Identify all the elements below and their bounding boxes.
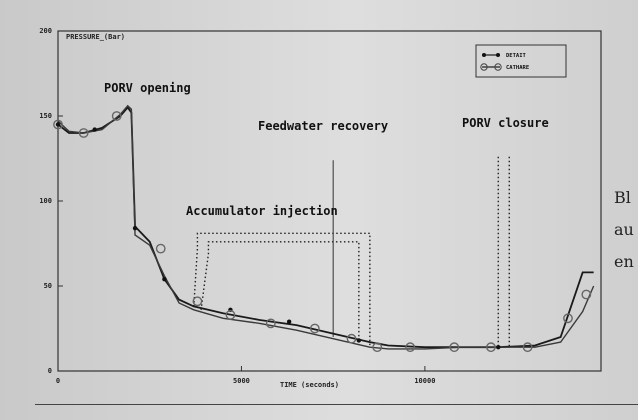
- legend-marker: [496, 53, 500, 57]
- marker-cathare: [522, 342, 533, 353]
- y-tick-label: 150: [39, 112, 52, 120]
- legend-label: DETAIT: [506, 53, 527, 59]
- marker-cathare: [265, 318, 276, 329]
- marker-detait: [92, 127, 97, 132]
- series-line-detait: [57, 106, 594, 349]
- marker-cathare: [581, 289, 592, 300]
- marker-detait: [286, 319, 292, 324]
- marker-cathare: [405, 342, 416, 353]
- marker-cathare: [155, 243, 166, 254]
- marker-detait: [132, 226, 138, 231]
- chart-title: PRESSURE_(Bar): [66, 33, 125, 41]
- annotation-label: Feedwater recovery: [258, 119, 388, 133]
- marker-detait: [356, 338, 362, 343]
- marker-detait: [55, 122, 61, 127]
- x-tick-label: 5000: [233, 377, 250, 385]
- marker-cathare: [346, 333, 357, 344]
- page-rule: [35, 404, 638, 405]
- marker-detait: [496, 345, 501, 350]
- marker-cathare: [192, 296, 203, 307]
- marker-cathare: [449, 342, 460, 353]
- legend-marker: [480, 63, 488, 71]
- marker-cathare: [78, 128, 89, 138]
- x-axis-label: TIME (seconds): [280, 381, 339, 389]
- y-tick-label: 50: [44, 282, 52, 290]
- side-text-line-3: en: [614, 252, 634, 271]
- x-tick-label: 10000: [414, 377, 435, 385]
- marker-cathare: [225, 309, 236, 320]
- marker-cathare: [372, 342, 383, 353]
- marker-cathare: [53, 119, 63, 130]
- y-tick-label: 100: [39, 197, 52, 205]
- side-text-line-1: Bl: [614, 188, 631, 207]
- annotation-label: PORV closure: [462, 116, 549, 130]
- marker-cathare: [486, 342, 496, 353]
- marker-cathare: [309, 323, 320, 334]
- y-tick-label: 0: [48, 367, 52, 375]
- series-line-cathare: [57, 104, 595, 350]
- annotation-label: PORV opening: [104, 81, 191, 95]
- legend-label: CATHARE: [506, 65, 529, 71]
- marker-detait: [162, 277, 167, 282]
- legend-marker: [482, 53, 486, 57]
- y-tick-label: 200: [39, 27, 52, 35]
- legend-marker: [494, 63, 502, 71]
- x-tick-label: 0: [56, 377, 60, 385]
- marker-cathare: [111, 111, 122, 121]
- legend-box: [475, 44, 567, 78]
- marker-cathare: [563, 313, 573, 324]
- annotation-label: Accumulator injection: [186, 204, 338, 218]
- side-text-line-2: au: [614, 220, 634, 239]
- accumulator-bracket-1: [193, 232, 371, 346]
- accumulator-bracket-2: [200, 241, 360, 341]
